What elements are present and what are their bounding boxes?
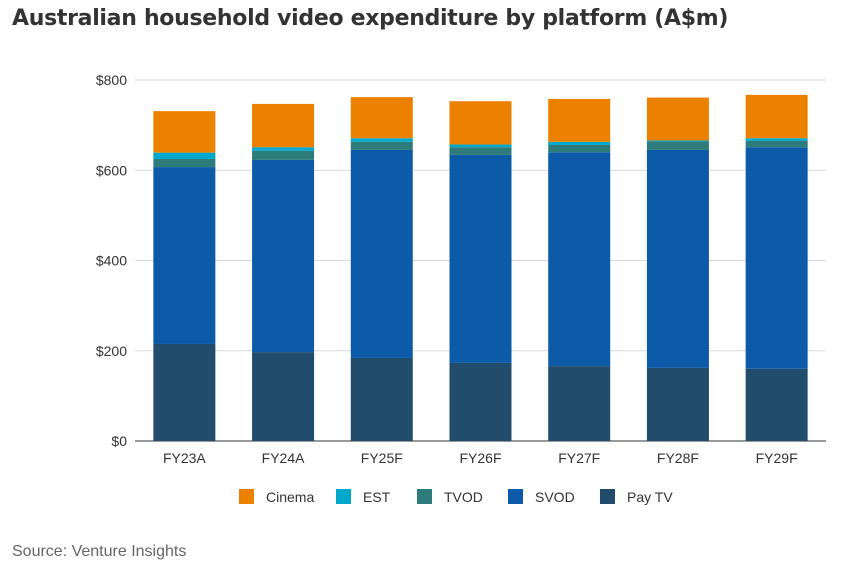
x-tick-label: FY28F	[657, 450, 699, 466]
legend-label: SVOD	[535, 489, 575, 505]
y-tick-label: $800	[96, 72, 127, 88]
bar-segment-pay-tv	[449, 362, 512, 441]
x-tick-label: FY29F	[756, 450, 798, 466]
bar-segment-tvod	[252, 150, 315, 160]
bar-segment-tvod	[153, 158, 216, 168]
y-tick-label: $400	[96, 253, 127, 269]
bar-segment-pay-tv	[252, 352, 315, 441]
bar-segment-est	[252, 147, 315, 151]
bar-segment-tvod	[646, 141, 709, 150]
bar-segment-svod	[646, 149, 709, 368]
bar-segment-pay-tv	[646, 367, 709, 441]
legend-label: Cinema	[266, 489, 314, 505]
bar-segment-cinema	[548, 98, 611, 142]
bar-segment-svod	[548, 152, 611, 367]
legend-swatch	[336, 489, 351, 504]
y-tick-label: $200	[96, 343, 127, 359]
legend-swatch	[600, 489, 615, 504]
bar-segment-est	[548, 141, 611, 145]
bar-segment-pay-tv	[548, 366, 611, 441]
bar-segment-svod	[252, 159, 315, 353]
bar-segment-pay-tv	[153, 343, 216, 441]
bar-segment-cinema	[449, 101, 512, 145]
x-tick-label: FY24A	[262, 450, 305, 466]
x-tick-label: FY25F	[361, 450, 403, 466]
x-tick-label: FY27F	[558, 450, 600, 466]
bar-segment-cinema	[252, 103, 315, 148]
legend-label: Pay TV	[627, 489, 673, 505]
legend-label: EST	[363, 489, 391, 505]
y-tick-label: $600	[96, 162, 127, 178]
bar-segment-cinema	[646, 97, 709, 141]
legend-label: TVOD	[444, 489, 483, 505]
bar-segment-pay-tv	[350, 357, 413, 441]
bar-segment-cinema	[745, 94, 808, 139]
bar-segment-svod	[153, 167, 216, 344]
bar-segment-cinema	[350, 97, 413, 139]
bar-segment-tvod	[745, 140, 808, 148]
bar-segment-tvod	[350, 141, 413, 150]
legend-swatch	[508, 489, 523, 504]
bar-segment-tvod	[449, 147, 512, 155]
bar-segment-est	[646, 140, 709, 142]
bar-segment-tvod	[548, 144, 611, 153]
x-tick-label: FY23A	[163, 450, 206, 466]
bar-segment-cinema	[153, 111, 216, 153]
chart-title: Australian household video expenditure b…	[12, 6, 729, 31]
bar-segment-est	[745, 138, 808, 141]
x-tick-label: FY26F	[459, 450, 501, 466]
bar-segment-est	[350, 138, 413, 142]
bar-segment-svod	[745, 147, 808, 369]
bar-segment-svod	[350, 149, 413, 358]
source-note: Source: Venture Insights	[12, 543, 187, 560]
bar-segment-est	[153, 152, 216, 159]
y-tick-label: $0	[111, 433, 127, 449]
legend-swatch	[239, 489, 254, 504]
bar-segment-est	[449, 144, 512, 148]
bar-segment-svod	[449, 154, 512, 363]
bar-segment-pay-tv	[745, 368, 808, 441]
legend-swatch	[417, 489, 432, 504]
